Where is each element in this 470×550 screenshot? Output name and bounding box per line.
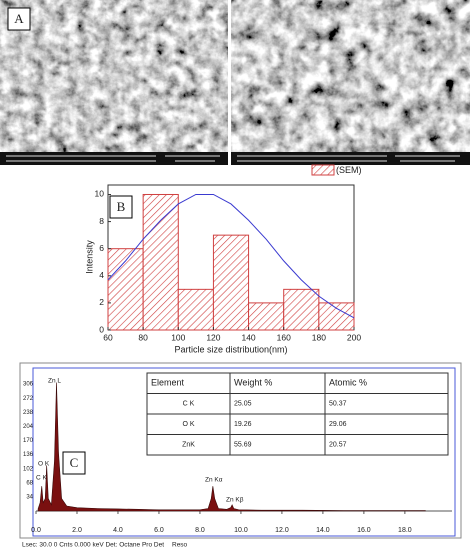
eds-footer: Lsec: 30.0 0 Cnts 0.000 keV Det: Octane … <box>22 542 164 549</box>
x-tick-label: 4.0 <box>113 527 123 534</box>
y-axis-label: Intensity <box>84 240 94 274</box>
x-tick-label: 8.0 <box>195 527 205 534</box>
y-tick-label: 2 <box>99 297 104 307</box>
x-tick-label: 10.0 <box>234 527 248 534</box>
x-tick-label: 6.0 <box>154 527 164 534</box>
table-cell: 19.26 <box>234 421 252 428</box>
x-tick-label: 200 <box>347 332 361 342</box>
x-tick-label: 120 <box>206 332 220 342</box>
legend-label: (SEM) <box>336 165 362 175</box>
x-axis-label: Particle size distribution(nm) <box>174 344 287 354</box>
element-table: Element Weight % Atomic % C K 25.05 50.37 O K 1… <box>146 372 449 456</box>
table-cell: 50.37 <box>329 401 347 408</box>
y-tick-label: 8 <box>99 216 104 226</box>
peak-label: Zn Kβ <box>226 497 244 504</box>
panel-label: A <box>14 11 24 26</box>
sem-image <box>231 0 470 152</box>
table-cell: ZnK <box>182 442 195 449</box>
table-cell: 25.05 <box>234 401 252 408</box>
y-tick-label: 4 <box>99 270 104 280</box>
histogram-bar <box>212 234 250 331</box>
y-tick-label: 238 <box>23 410 34 416</box>
table-header: Atomic % <box>329 378 367 388</box>
x-tick-label: 12.0 <box>275 527 289 534</box>
y-tick-label: 204 <box>23 424 34 430</box>
y-tick-label: 272 <box>23 396 34 402</box>
y-tick-label: 34 <box>26 494 33 500</box>
table-header: Weight % <box>234 378 272 388</box>
histogram-bar <box>318 302 355 331</box>
x-tick-label: 60 <box>103 332 113 342</box>
histogram-bar <box>177 288 214 331</box>
x-tick-label: 18.0 <box>398 527 412 534</box>
panel-label-box <box>7 7 31 31</box>
y-tick-label: 102 <box>23 466 34 472</box>
x-tick-label: 180 <box>312 332 326 342</box>
sem-info-marks <box>6 155 460 162</box>
sem-image <box>0 0 228 152</box>
eds-footer: Reso <box>172 542 188 549</box>
x-tick-label: 0.0 <box>31 527 41 534</box>
y-tick-label: 306 <box>23 382 34 388</box>
y-tick-label: 136 <box>23 452 34 458</box>
panel-label: B <box>117 199 126 214</box>
panel-label-box <box>62 451 86 475</box>
eds-plot-frame <box>32 367 456 537</box>
x-tick-label: 14.0 <box>316 527 330 534</box>
peak-label: C K <box>36 475 48 482</box>
histogram-bar <box>107 248 144 331</box>
x-tick-label: 140 <box>241 332 255 342</box>
sem-info-bar <box>231 152 470 165</box>
spectrum-area <box>37 382 426 512</box>
histogram-bar <box>142 193 179 331</box>
fit-curve <box>107 193 355 319</box>
peak-label: O K <box>38 461 50 468</box>
legend-swatch <box>311 164 335 176</box>
table-cell: 20.57 <box>329 442 347 449</box>
y-tick-label: 0 <box>99 324 104 334</box>
x-tick-label: 100 <box>171 332 185 342</box>
table-cell: 55.69 <box>234 442 252 449</box>
sem-info-bar <box>0 152 228 165</box>
table-header: Element <box>151 378 185 388</box>
x-tick-label: 16.0 <box>357 527 371 534</box>
x-tick-label: 2.0 <box>72 527 82 534</box>
table-cell: C K <box>183 401 195 408</box>
histogram-bar <box>248 302 285 331</box>
panel-label-box <box>109 195 133 219</box>
peak-label: Zn L <box>48 378 61 385</box>
x-tick-label: 160 <box>277 332 291 342</box>
peak-label: Zn Kα <box>205 477 223 484</box>
table-cell: O K <box>182 421 194 428</box>
y-tick-label: 170 <box>23 438 34 444</box>
table-cell: 29.06 <box>329 421 347 428</box>
histogram-bar <box>283 288 320 331</box>
y-tick-label: 6 <box>99 243 104 253</box>
y-tick-label: 68 <box>26 480 33 486</box>
x-tick-label: 80 <box>138 332 148 342</box>
eds-spectrum: 0.0 2.0 4.0 6.0 8.0 10.0 12.0 14.0 16.0 18.0 34 68 1… <box>23 378 452 534</box>
histogram: 60 80 100 120 140 160 180 200 0 2 4 6 8 10 <box>95 189 362 343</box>
y-tick-label: 10 <box>95 189 105 199</box>
panel-label: C <box>70 455 79 470</box>
